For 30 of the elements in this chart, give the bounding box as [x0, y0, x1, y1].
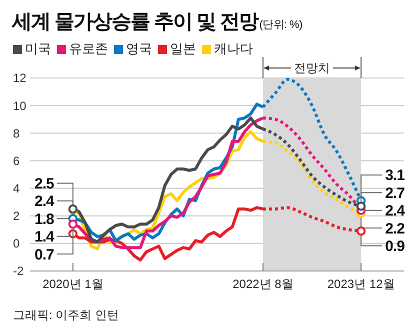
data-label: 1.8	[34, 210, 54, 228]
data-label: 2.4	[385, 202, 406, 220]
y-tick-label: 6	[13, 154, 20, 168]
legend-label: 일본	[170, 40, 196, 58]
y-tick-label: 0	[13, 236, 20, 251]
y-tick-label: -2	[13, 264, 24, 278]
legend-label: 캐나다	[214, 40, 253, 58]
chart-title: 세계 물가상승률 추이 및 전망	[12, 11, 258, 33]
legend-label: 영국	[126, 40, 152, 58]
legend-label: 유로존	[69, 40, 108, 58]
y-tick-label: 10	[13, 98, 27, 113]
text: 그래픽: 이주희 인턴	[13, 307, 120, 324]
data-label: 2.4	[34, 193, 56, 210]
y-tick-label: 2	[13, 209, 20, 224]
data-label: 0.7	[34, 246, 54, 264]
data-label: 1.4	[34, 228, 56, 246]
y-tick-label: 8	[13, 126, 20, 140]
data-label: 2.2	[385, 220, 405, 238]
data-label: 2.5	[34, 175, 54, 192]
chart-subtitle: (단위: %)	[259, 19, 302, 31]
y-tick-label: 4	[13, 181, 20, 196]
x-tick-label: 2022년 8월	[232, 277, 294, 292]
data-label: 0.9	[385, 238, 405, 255]
band-label: 전망치	[294, 61, 330, 76]
data-label: 3.1	[385, 167, 405, 184]
x-tick-label: 2020년 1월	[42, 277, 104, 292]
legend-label: 미국	[25, 40, 51, 58]
data-label: 2.7	[385, 184, 405, 202]
x-tick-label: 2023년 12월	[327, 277, 395, 292]
y-tick-label: 12	[13, 71, 27, 86]
